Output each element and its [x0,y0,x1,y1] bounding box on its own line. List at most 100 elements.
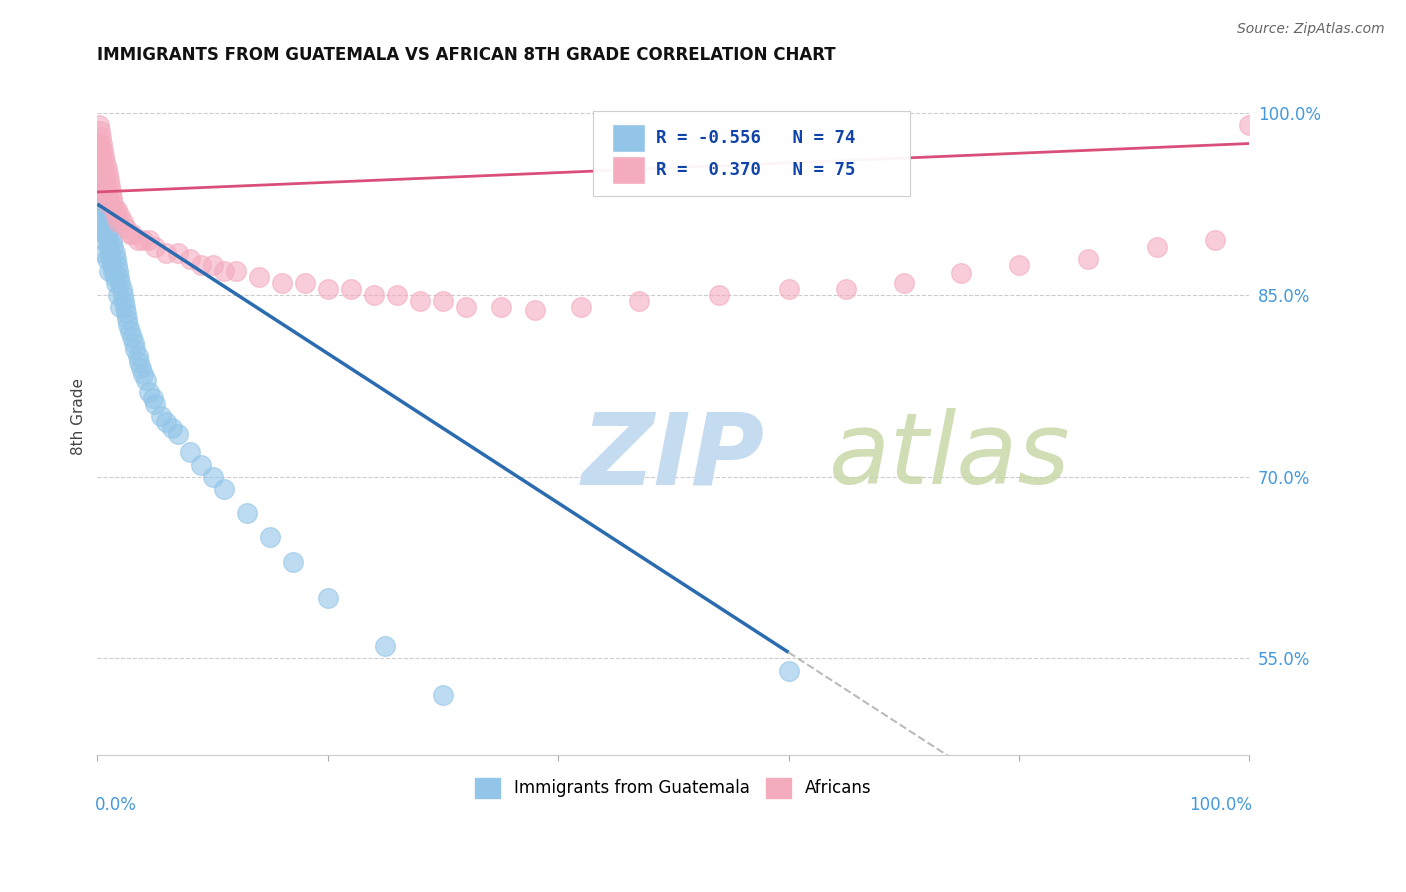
Point [778,282,800,296]
Point [105,203,128,218]
Point [91,185,114,199]
Point [97,215,120,229]
Point [87,119,110,133]
Point [316,282,339,296]
Point [100,227,122,242]
Point [124,343,146,357]
Text: 0.0%: 0.0% [96,796,136,814]
Point [91,178,114,193]
FancyBboxPatch shape [593,111,910,195]
Point [101,258,124,272]
Text: Source: ZipAtlas.com: Source: ZipAtlas.com [1237,22,1385,37]
Point [93,148,115,162]
Point [107,215,129,229]
Point [778,664,800,678]
Point [143,397,166,411]
Text: R = -0.556   N = 74: R = -0.556 N = 74 [657,129,856,147]
Point [432,688,454,702]
Point [1008,258,1031,272]
Point [138,234,160,248]
Point [97,209,120,223]
Point [569,300,592,314]
Point [104,209,127,223]
Point [432,293,454,308]
Point [190,258,212,272]
Point [201,258,224,272]
Point [94,227,117,242]
Point [115,306,138,320]
Point [103,239,125,253]
FancyBboxPatch shape [612,155,644,184]
Text: atlas: atlas [830,409,1070,506]
Point [104,203,127,218]
Point [160,421,183,435]
Point [121,227,143,242]
Point [101,234,124,248]
Point [90,173,112,187]
Point [91,143,114,157]
Y-axis label: 8th Grade: 8th Grade [72,377,86,455]
Point [97,191,120,205]
Text: ZIP: ZIP [581,409,765,506]
Point [118,227,141,242]
Point [98,221,121,235]
Point [104,269,127,284]
Point [89,191,111,205]
Point [110,276,132,290]
Point [90,167,112,181]
Point [454,300,477,314]
Point [149,409,172,424]
Point [115,221,138,235]
Point [489,300,512,314]
Point [87,136,110,151]
Point [94,154,117,169]
Point [1077,252,1099,266]
Point [121,330,143,344]
Point [138,384,160,399]
Point [89,167,111,181]
Point [90,130,112,145]
Point [117,318,139,333]
Point [91,185,114,199]
Point [93,221,115,235]
Point [110,300,132,314]
Point [129,360,152,375]
Point [270,276,292,290]
Point [96,161,118,175]
Point [374,640,396,654]
Point [155,245,177,260]
Point [89,161,111,175]
Point [87,154,110,169]
Point [91,215,114,229]
Point [93,245,115,260]
Point [132,234,155,248]
Point [97,173,120,187]
Point [93,167,115,181]
Point [89,178,111,193]
Point [950,266,973,280]
Point [259,530,281,544]
Point [104,245,127,260]
Point [112,293,135,308]
Point [98,178,121,193]
Point [93,191,115,205]
Text: R =  0.370   N = 75: R = 0.370 N = 75 [657,161,856,178]
Point [111,215,134,229]
Point [96,203,118,218]
Point [94,197,117,211]
Point [104,252,127,266]
Point [294,276,316,290]
Point [110,282,132,296]
Point [114,300,136,314]
Point [179,445,201,459]
Point [110,209,132,223]
Point [117,312,139,326]
Point [89,124,111,138]
Point [363,288,385,302]
Point [98,245,121,260]
Point [91,209,114,223]
Point [97,234,120,248]
Point [96,227,118,242]
Point [90,148,112,162]
Point [111,288,134,302]
